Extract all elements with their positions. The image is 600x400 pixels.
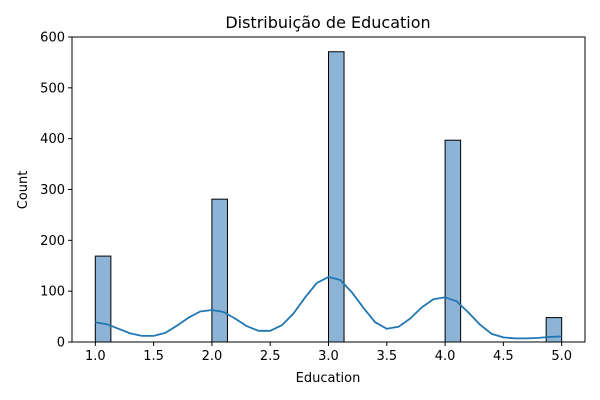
- x-tick-label: 3.5: [376, 349, 397, 364]
- x-tick-label: 1.0: [85, 349, 106, 364]
- histogram-bar: [94, 255, 112, 343]
- chart-title: Distribuição de Education: [225, 13, 430, 32]
- y-tick-label: 0: [57, 336, 65, 351]
- x-tick-label: 4.5: [493, 349, 514, 364]
- histogram-bar: [328, 51, 345, 343]
- x-tick-label: 4.0: [435, 349, 456, 364]
- y-tick-label: 200: [40, 234, 65, 249]
- y-tick-label: 300: [40, 183, 65, 198]
- plot-area: 1.0 1.5 2.0 2.5 3.0 3.5 4.0 4.5 5.0 0 100 200 300 400…: [40, 31, 586, 364]
- y-tick-label: 400: [40, 132, 65, 147]
- kde-line: [95, 275, 562, 340]
- y-tick-label: 100: [40, 285, 65, 300]
- y-tick-label: 600: [40, 31, 65, 46]
- y-tick-label: 500: [40, 81, 65, 96]
- x-tick-label: 2.5: [260, 349, 281, 364]
- y-axis-label: Count: [16, 171, 31, 210]
- x-tick-label: 2.0: [202, 349, 223, 364]
- histogram-bar: [211, 198, 228, 343]
- x-tick-label: 5.0: [551, 349, 572, 364]
- histogram-bar: [545, 317, 563, 343]
- x-tick-label: 1.5: [143, 349, 164, 364]
- histogram-bar: [444, 139, 462, 343]
- x-tick-label: 3.0: [318, 349, 339, 364]
- x-axis-label: Education: [296, 371, 361, 386]
